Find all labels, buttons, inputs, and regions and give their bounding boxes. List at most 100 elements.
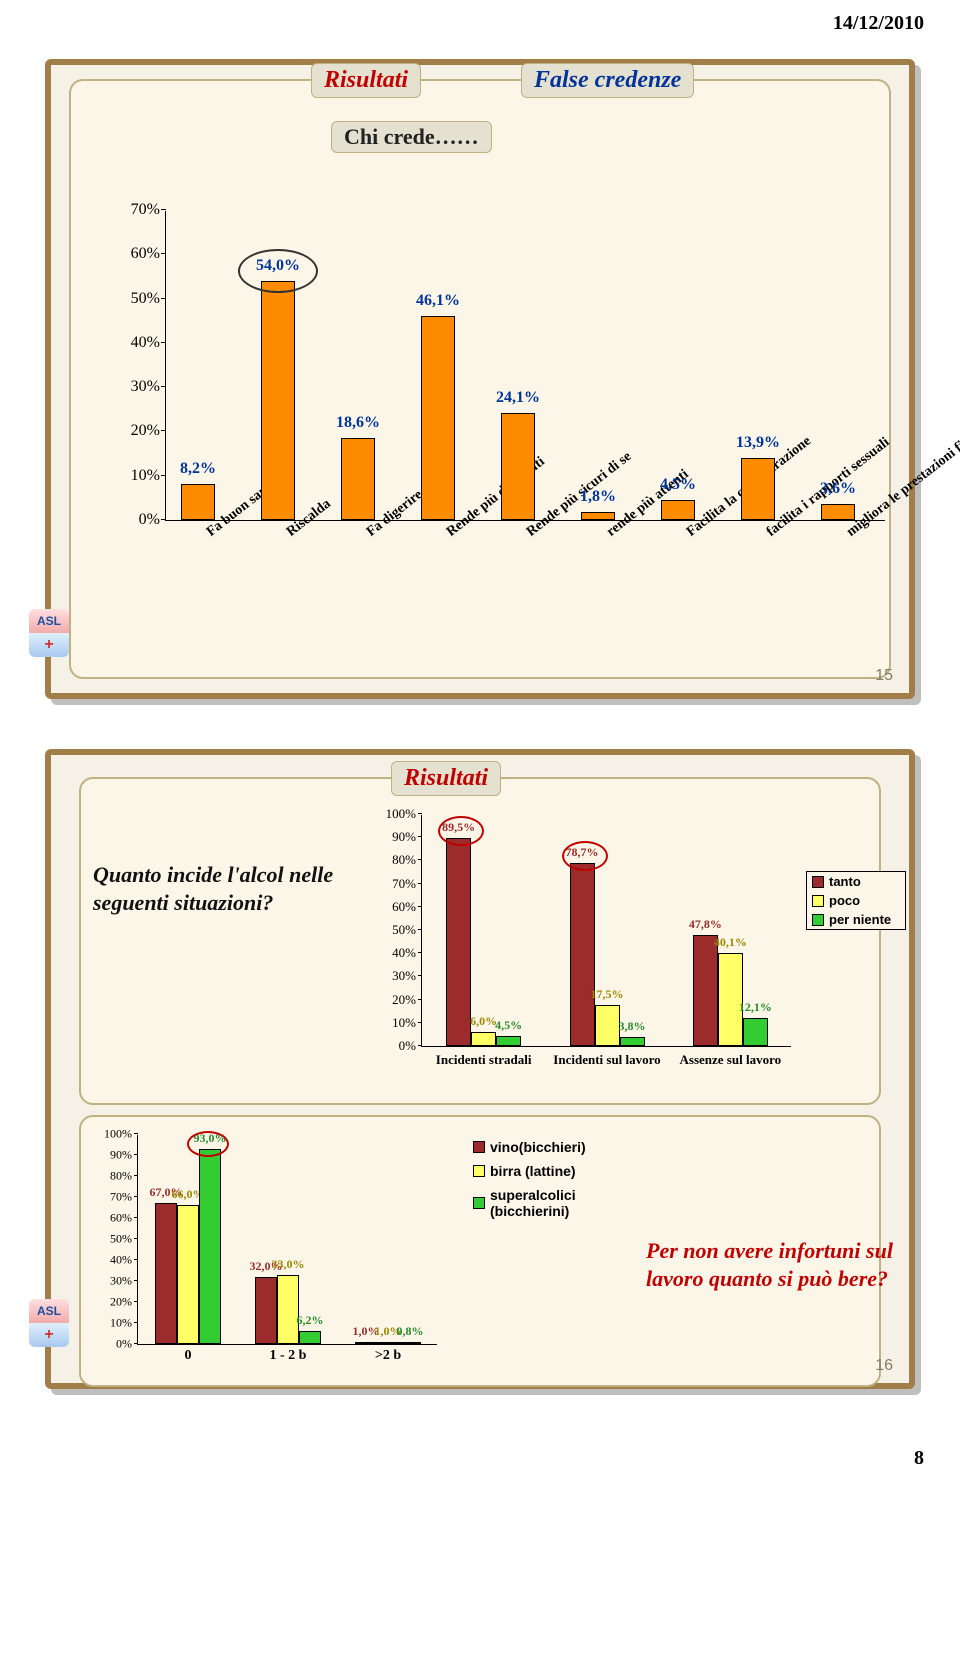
chart1-value: 24,1% bbox=[496, 389, 540, 407]
chart1-bar bbox=[261, 281, 295, 520]
chart3-y-tick: 0% bbox=[116, 1337, 138, 1352]
slide16-title: Risultati bbox=[391, 761, 501, 796]
chart-bar bbox=[496, 1036, 521, 1046]
chart1-y-tick: 10% bbox=[131, 467, 166, 485]
chart3-bar bbox=[355, 1342, 377, 1344]
slide-16-inner: Risultati Quanto incide l'alcol nelle se… bbox=[69, 769, 891, 1369]
chart1-y-tick: 40% bbox=[131, 334, 166, 352]
chart-value: 47,8% bbox=[689, 917, 722, 932]
chart-y-tick: 40% bbox=[392, 945, 422, 961]
slide-15-panel: Risultati False credenze Chi crede…… 0%1… bbox=[69, 79, 891, 679]
chart-y-tick: 50% bbox=[392, 922, 422, 938]
chart1-y-tick: 0% bbox=[139, 511, 166, 529]
slide-16: Risultati Quanto incide l'alcol nelle se… bbox=[45, 749, 915, 1389]
chart-y-tick: 100% bbox=[386, 806, 422, 822]
chart-y-tick: 10% bbox=[392, 1015, 422, 1031]
chart3-category: >2 b bbox=[375, 1348, 401, 1364]
chart1-y-tick: 70% bbox=[131, 201, 166, 219]
chart1-value: 54,0% bbox=[256, 257, 300, 275]
chart3-bar bbox=[199, 1149, 221, 1344]
chart-value: 12,1% bbox=[739, 1000, 772, 1015]
chart-bar bbox=[595, 1005, 620, 1046]
chart3-y-tick: 90% bbox=[110, 1148, 138, 1163]
chart3-value: 0,8% bbox=[397, 1324, 424, 1339]
chart-bar bbox=[620, 1037, 645, 1046]
chart3-y-tick: 70% bbox=[110, 1190, 138, 1205]
chart-category: Incidenti sul lavoro bbox=[552, 1052, 662, 1068]
chart-value: 89,5% bbox=[442, 820, 475, 835]
slide-15: Risultati False credenze Chi crede…… 0%1… bbox=[45, 59, 915, 699]
chart-y-tick: 30% bbox=[392, 968, 422, 984]
slide16-question: Quanto incide l'alcol nelle seguenti sit… bbox=[93, 861, 343, 916]
chart-y-tick: 80% bbox=[392, 852, 422, 868]
chart1-value: 46,1% bbox=[416, 292, 460, 310]
chart-y-tick: 90% bbox=[392, 829, 422, 845]
chart1-bar bbox=[741, 458, 775, 520]
slide-number: 15 bbox=[875, 667, 893, 685]
chart1-value: 1,8% bbox=[580, 488, 616, 506]
chart1-bar bbox=[661, 500, 695, 520]
chart-y-tick: 60% bbox=[392, 899, 422, 915]
chart3-y-tick: 60% bbox=[110, 1211, 138, 1226]
legend-item: per niente bbox=[807, 910, 905, 929]
chart3-legend: vino(bicchieri)birra (lattine)superalcol… bbox=[471, 1135, 641, 1223]
chart3-value: 6,2% bbox=[297, 1313, 324, 1328]
chart3-plot: 0%10%20%30%40%50%60%70%80%90%100%67,0%66… bbox=[137, 1135, 437, 1345]
chart-value: 78,7% bbox=[566, 845, 599, 860]
legend-item: poco bbox=[807, 891, 905, 910]
chart-category: Assenze sul lavoro bbox=[675, 1052, 785, 1068]
chart-bar bbox=[471, 1032, 496, 1046]
chart-y-tick: 20% bbox=[392, 992, 422, 1008]
chart2-legend: tantopocoper niente bbox=[806, 871, 906, 930]
chart1-y-tick: 50% bbox=[131, 290, 166, 308]
chart1-value: 3,6% bbox=[820, 480, 856, 498]
chart1-value: 4,5% bbox=[660, 476, 696, 494]
chart-value: 3,8% bbox=[619, 1019, 646, 1034]
chart3-y-tick: 100% bbox=[104, 1127, 138, 1142]
chart-value: 40,1% bbox=[714, 935, 747, 950]
page-date: 14/12/2010 bbox=[0, 0, 960, 35]
legend-item: vino(bicchieri) bbox=[471, 1135, 641, 1159]
chart3-bar bbox=[377, 1342, 399, 1344]
slide15-title: Risultati bbox=[311, 63, 421, 98]
chart-category: Incidenti stradali bbox=[429, 1052, 539, 1068]
chart1-plot: 0%10%20%30%40%50%60%70%8,2%Fa buon sangu… bbox=[165, 211, 885, 521]
chart1: 0%10%20%30%40%50%60%70%8,2%Fa buon sangu… bbox=[117, 181, 897, 521]
legend-item: superalcolici (bicchierini) bbox=[471, 1183, 641, 1223]
legend-item: tanto bbox=[807, 872, 905, 891]
slide-number: 16 bbox=[875, 1357, 893, 1375]
chart3-y-tick: 50% bbox=[110, 1232, 138, 1247]
chart-value: 6,0% bbox=[470, 1014, 497, 1029]
chart1-bar bbox=[501, 413, 535, 520]
chart1-y-tick: 60% bbox=[131, 245, 166, 263]
slide-15-container: Risultati False credenze Chi crede…… 0%1… bbox=[45, 59, 915, 699]
chart3-bar bbox=[177, 1205, 199, 1344]
chart3-y-tick: 80% bbox=[110, 1169, 138, 1184]
slide15-subtitle: Chi crede…… bbox=[331, 121, 492, 153]
chart-bar bbox=[693, 935, 718, 1046]
chart1-bar bbox=[341, 438, 375, 520]
chart1-bar bbox=[181, 484, 215, 520]
asl-logo: ASL+ bbox=[29, 609, 69, 657]
chart3-y-tick: 10% bbox=[110, 1316, 138, 1331]
chart1-bar bbox=[421, 316, 455, 520]
chart-bar bbox=[743, 1018, 768, 1046]
chart3-y-tick: 20% bbox=[110, 1295, 138, 1310]
chart1-value: 13,9% bbox=[736, 434, 780, 452]
chart3-bar bbox=[277, 1275, 299, 1344]
chart3-value: 93,0% bbox=[194, 1131, 227, 1146]
chart-y-tick: 70% bbox=[392, 876, 422, 892]
chart1-value: 18,6% bbox=[336, 414, 380, 432]
chart3-y-tick: 30% bbox=[110, 1274, 138, 1289]
chart-value: 17,5% bbox=[591, 987, 624, 1002]
slide16-bottom-panel: 0%10%20%30%40%50%60%70%80%90%100%67,0%66… bbox=[79, 1115, 881, 1387]
chart3-bar bbox=[399, 1342, 421, 1344]
chart-value: 4,5% bbox=[495, 1018, 522, 1033]
slide16-top-panel: Risultati Quanto incide l'alcol nelle se… bbox=[79, 777, 881, 1105]
chart1-category: migliora le prestazioni fisiche bbox=[844, 420, 960, 540]
chart3-y-tick: 40% bbox=[110, 1253, 138, 1268]
slide15-subtitle-right: False credenze bbox=[521, 63, 694, 98]
chart3-bar bbox=[299, 1331, 321, 1344]
chart3-category: 0 bbox=[185, 1348, 192, 1364]
slide-16-container: Risultati Quanto incide l'alcol nelle se… bbox=[45, 749, 915, 1389]
